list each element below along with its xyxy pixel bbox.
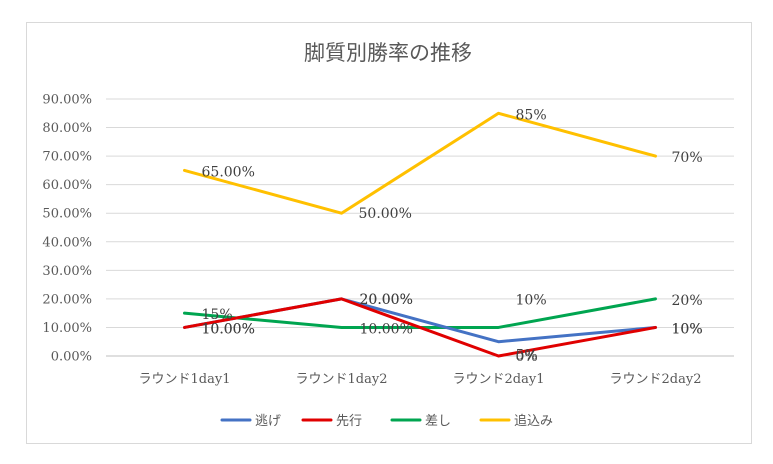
y-tick-label: 30.00% — [42, 264, 92, 279]
y-tick-label: 60.00% — [42, 178, 92, 193]
y-tick-label: 20.00% — [42, 292, 92, 307]
y-tick-label: 80.00% — [42, 121, 92, 136]
data-label: 0% — [516, 349, 538, 365]
x-tick-label: ラウンド2day2 — [610, 372, 702, 387]
legend-label: 逃げ — [255, 414, 281, 429]
y-tick-label: 40.00% — [42, 235, 92, 250]
data-label: 15% — [202, 307, 233, 323]
legend-label: 先行 — [336, 414, 362, 429]
series-line-2 — [183, 297, 657, 358]
x-tick-label: ラウンド2day1 — [453, 372, 545, 387]
data-label: 10% — [672, 321, 703, 337]
y-tick-label: 50.00% — [42, 207, 92, 222]
legend-label: 追込み — [514, 413, 553, 429]
chart-title: 脚質別勝率の推移 — [304, 41, 472, 65]
y-tick-label: 90.00% — [42, 93, 92, 108]
data-label: 10.00% — [202, 321, 255, 337]
data-label: 85% — [516, 107, 547, 123]
y-tick-label: 70.00% — [42, 150, 92, 165]
series-line-4 — [183, 111, 657, 215]
y-axis: 0.00% 10.00% 20.00% 30.00% 40.00% 50.00% 60.00… — [42, 93, 92, 365]
data-label: 70% — [672, 150, 703, 166]
data-label: 10% — [516, 292, 547, 308]
legend-label: 差し — [425, 414, 451, 429]
data-label: 5% — [516, 348, 538, 364]
x-tick-label: ラウンド1day1 — [139, 372, 231, 387]
data-label: 10.00% — [202, 321, 255, 337]
data-label: 10.00% — [360, 321, 413, 337]
data-label: 10% — [672, 321, 703, 337]
data-labels: 10.00%20.00%5%10%10.00%20.00%0%10%15%10.… — [202, 107, 703, 365]
legend: 逃げ 先行 差し 追込み — [220, 413, 553, 429]
gridlines — [106, 98, 734, 357]
series-lines — [183, 111, 657, 358]
data-label: 20.00% — [360, 292, 413, 308]
x-axis: ラウンド1day1 ラウンド1day2 ラウンド2day1 ラウンド2day2 — [139, 372, 702, 387]
data-label: 20.00% — [360, 292, 413, 308]
chart-frame — [26, 22, 752, 444]
x-tick-label: ラウンド1day2 — [296, 372, 388, 387]
y-tick-label: 10.00% — [42, 321, 92, 336]
y-tick-label: 0.00% — [51, 350, 92, 365]
data-label: 20% — [672, 293, 703, 309]
data-label: 65.00% — [202, 164, 255, 180]
data-label: 50.00% — [359, 206, 412, 222]
